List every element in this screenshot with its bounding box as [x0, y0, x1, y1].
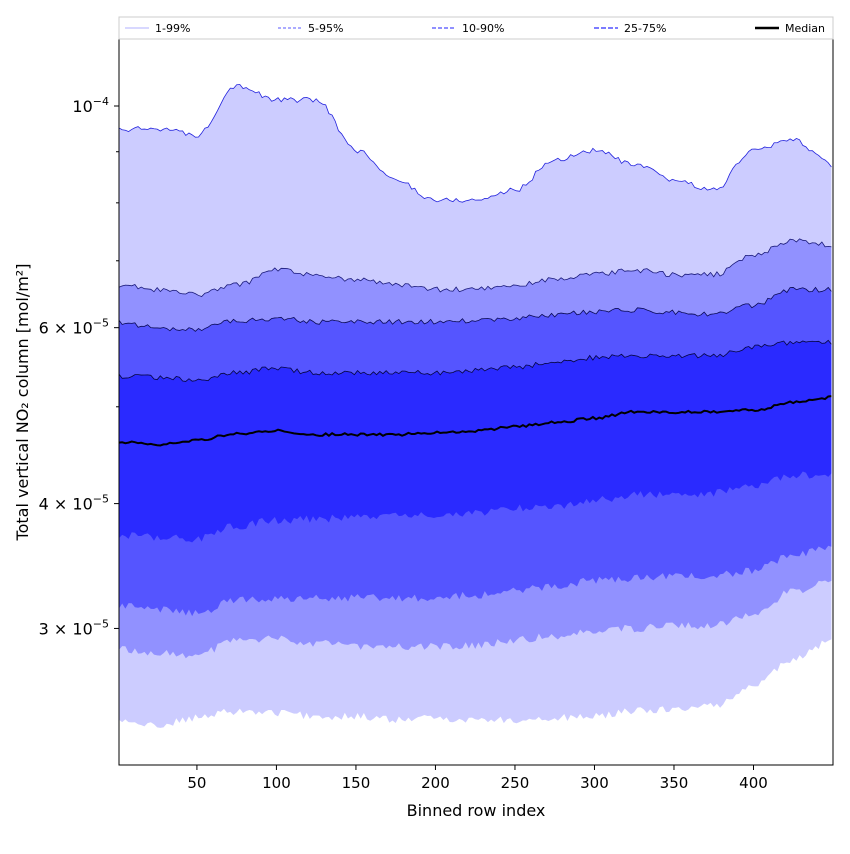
x-tick-label: 400	[739, 774, 768, 792]
legend-label: 25-75%	[624, 22, 666, 35]
x-tick-label: 100	[262, 774, 291, 792]
legend-label: 10-90%	[462, 22, 504, 35]
band-upper-edge-5-95pct	[118, 238, 832, 297]
x-tick-label: 150	[342, 774, 371, 792]
x-tick-label: 50	[187, 774, 206, 792]
x-axis-label: Binned row index	[407, 801, 546, 820]
x-tick-label: 250	[501, 774, 530, 792]
legend-label: 1-99%	[155, 22, 190, 35]
bands-layer	[118, 84, 832, 728]
y-axis-label: Total vertical NO₂ column [mol/m²]	[13, 264, 32, 542]
x-tick-label: 300	[580, 774, 609, 792]
band-25-75pct	[119, 340, 832, 543]
band-upper-edge-1-99pct	[118, 84, 832, 203]
band-upper-edge-25-75pct	[118, 339, 832, 382]
axes-layer: 50 100 150 200 250 300 350 400 10−4 6 × 10−5 4 × 1…	[39, 95, 768, 792]
y-tick-label: 10−4	[72, 95, 109, 116]
y-tick-label: 3 × 10−5	[39, 617, 109, 638]
y-tick-label: 4 × 10−5	[39, 493, 109, 514]
band-upper-edge-10-90pct	[118, 286, 832, 332]
y-tick-label: 6 × 10−5	[39, 317, 109, 338]
legend: 1-99% 5-95% 10-90% 25-75% Median	[118, 16, 834, 40]
legend-box	[118, 16, 834, 40]
legend-label: Median	[785, 22, 825, 35]
x-tick-label: 350	[660, 774, 689, 792]
x-tick-label: 200	[421, 774, 450, 792]
median-line	[118, 395, 832, 447]
legend-label: 5-95%	[308, 22, 343, 35]
